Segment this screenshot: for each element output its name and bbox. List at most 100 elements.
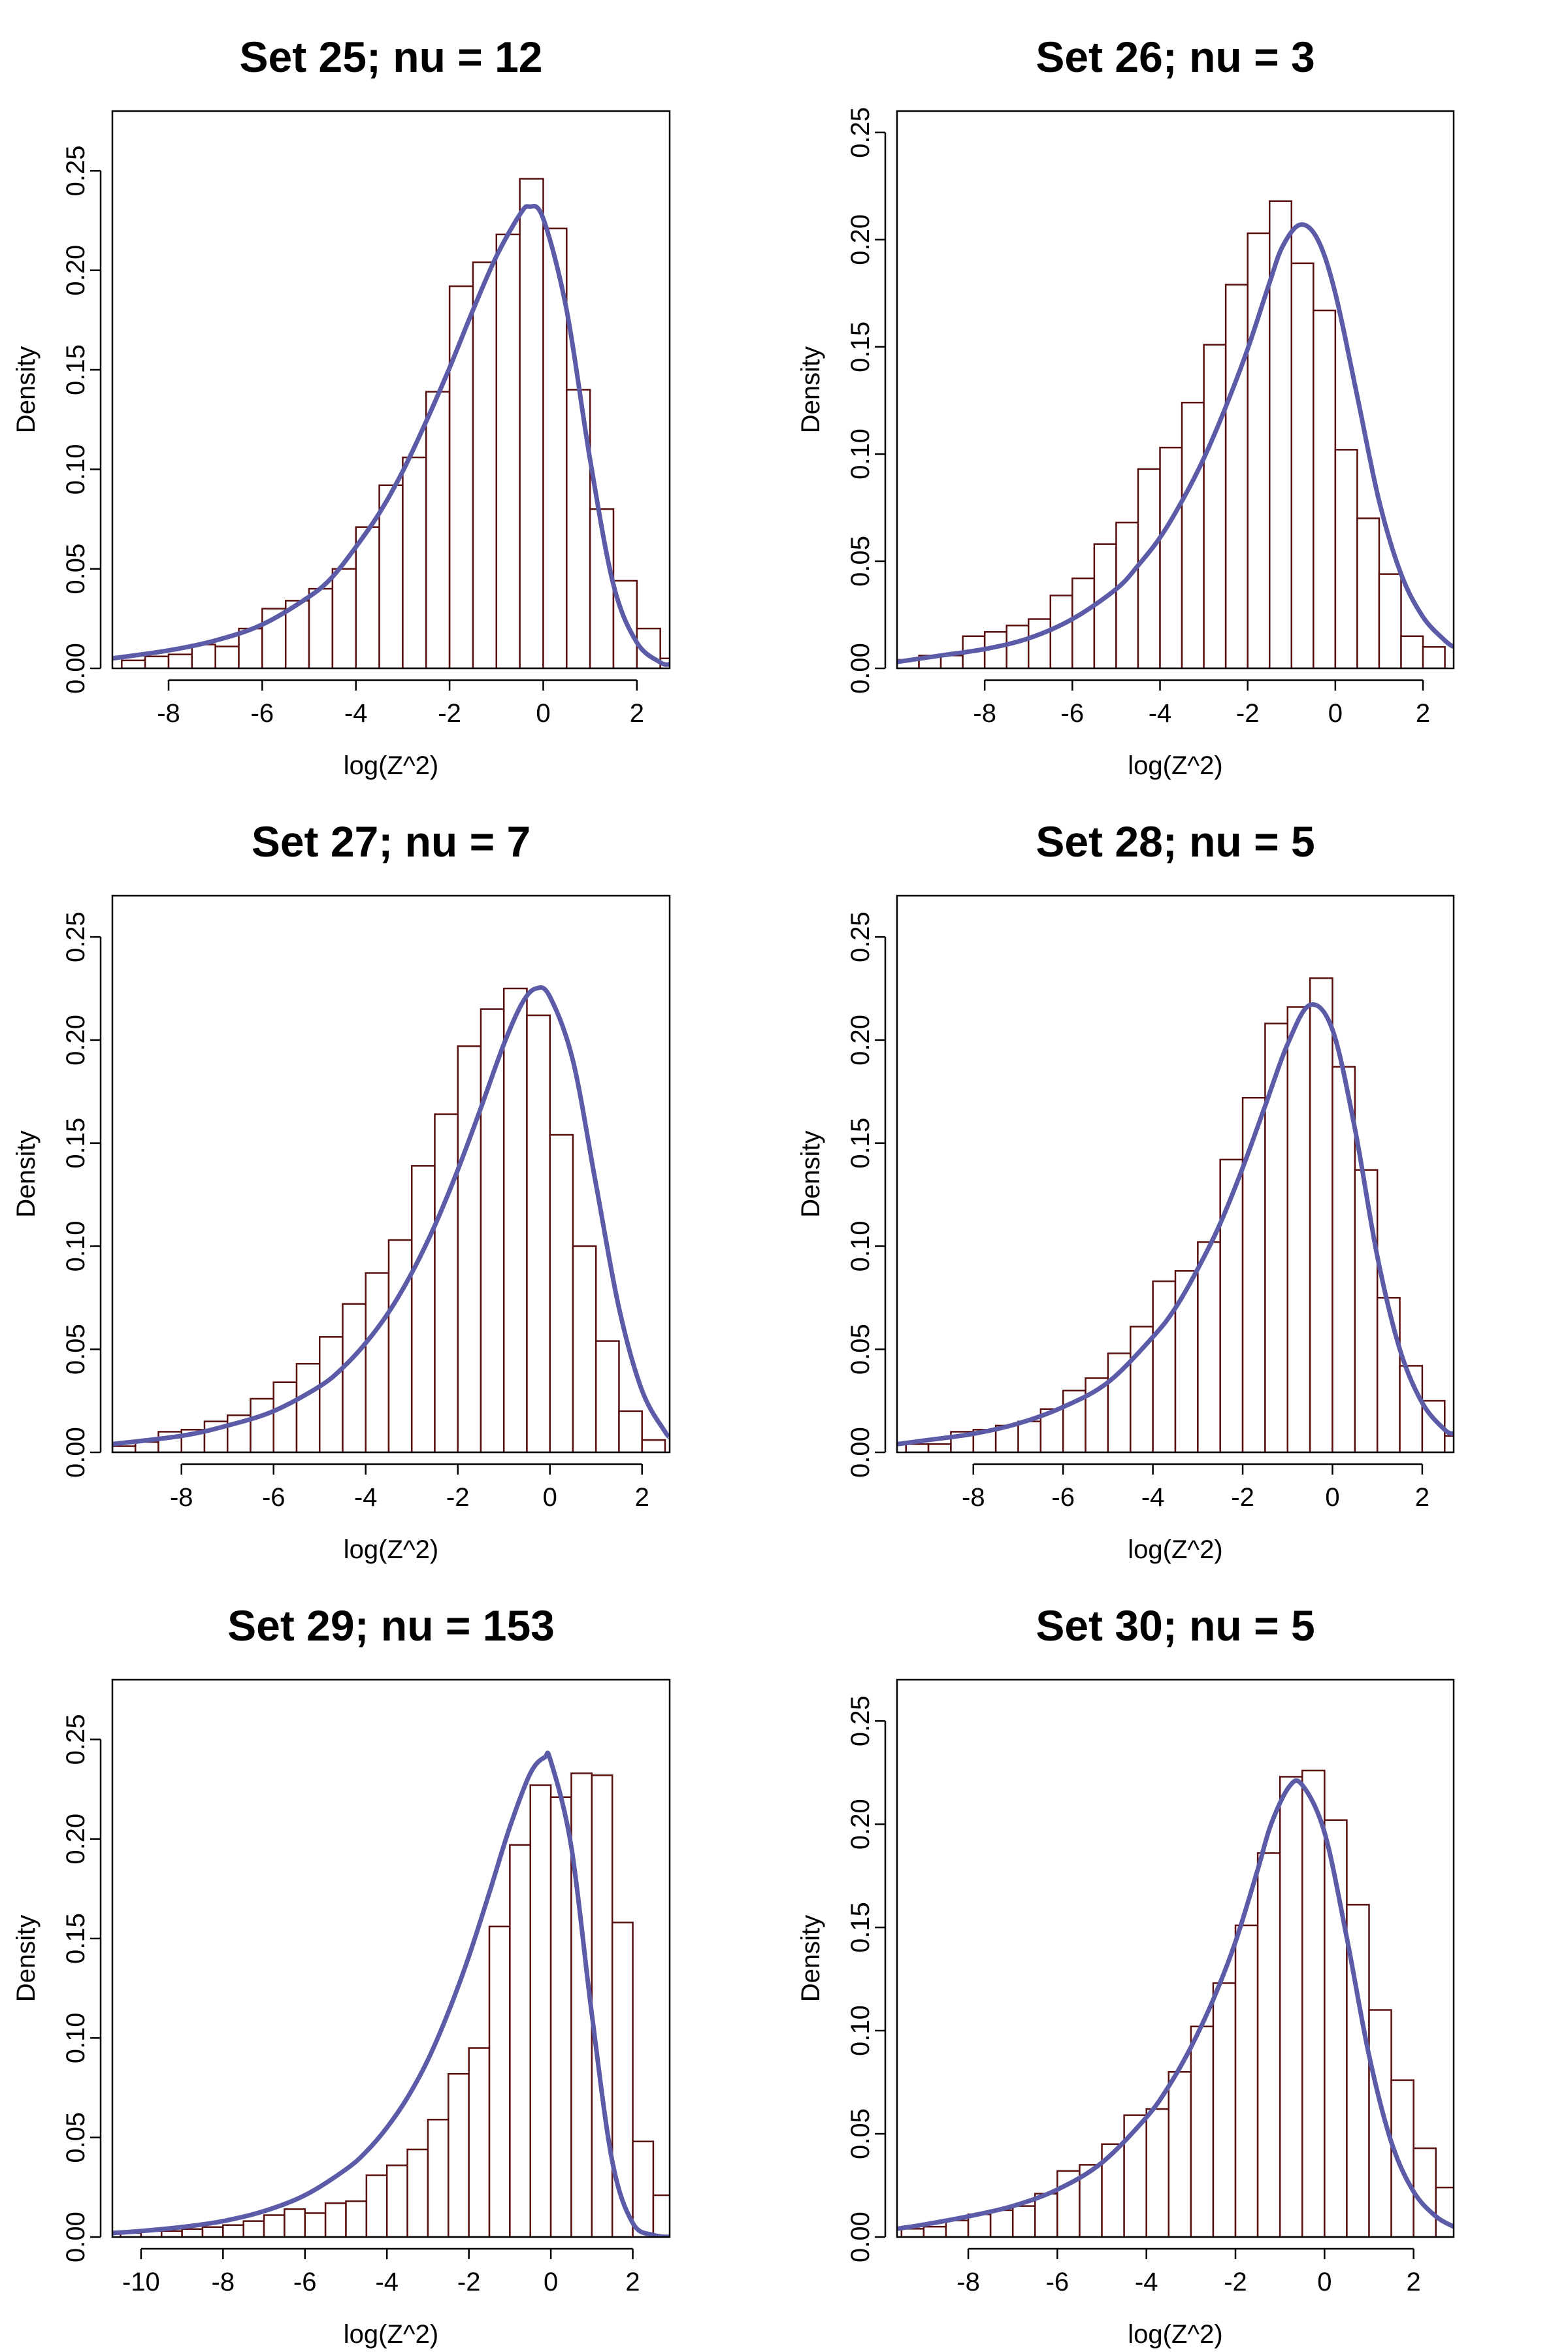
x-axis-label: log(Z^2) — [344, 751, 438, 780]
x-axis-label: log(Z^2) — [1128, 2320, 1222, 2349]
histogram-bar — [509, 1844, 532, 2237]
histogram-bar — [526, 1014, 551, 1452]
histogram-bar — [1115, 521, 1139, 668]
y-tick-label: 0.05 — [61, 2112, 90, 2163]
histogram-bar — [1256, 1852, 1281, 2237]
histogram-bar — [272, 1381, 298, 1452]
histogram-bar — [1049, 595, 1073, 668]
histogram-bar — [1268, 200, 1293, 668]
histogram-bar — [308, 587, 334, 668]
y-tick-label: 0.00 — [61, 1427, 90, 1478]
histogram-bar — [495, 233, 521, 668]
density-curve — [112, 204, 670, 667]
y-axis-label: Density — [12, 346, 41, 433]
histogram-bar — [434, 1113, 459, 1452]
y-axis-label: Density — [12, 1130, 41, 1217]
x-tick-label: 2 — [1416, 699, 1430, 728]
y-tick-label: 0.10 — [61, 1221, 90, 1272]
histogram-bar — [410, 1165, 436, 1452]
histogram-bar — [519, 178, 544, 668]
histogram-bar — [304, 2212, 327, 2237]
x-axis-label: log(Z^2) — [1128, 751, 1222, 780]
histogram-bar — [448, 285, 474, 668]
y-tick-label: 0.15 — [61, 1913, 90, 1964]
histogram-bar — [611, 1921, 634, 2237]
panel-3: -8 -6 -4 -2 0 2 0.00 0.05 0.10 0.15 0.20 0.25 log(Z^… — [12, 817, 671, 1564]
histogram-bar — [591, 1774, 613, 2237]
histogram-bar — [488, 1925, 511, 2237]
y-tick-label: 0.15 — [61, 344, 90, 395]
x-tick-label: 2 — [1415, 1483, 1429, 1512]
histogram-bar — [1137, 468, 1161, 668]
x-tick-label: -8 — [962, 1483, 985, 1512]
x-tick-label: -4 — [1135, 2268, 1158, 2296]
histogram-bar — [1422, 645, 1446, 668]
x-tick-label: -6 — [1051, 1483, 1075, 1512]
histogram-bar — [1152, 1280, 1177, 1452]
chart-title: Set 29; nu = 153 — [227, 1601, 555, 1650]
y-tick-label: 0.20 — [846, 1799, 875, 1850]
histogram-bar — [1331, 1066, 1356, 1452]
histogram-bar — [1011, 2205, 1036, 2237]
histogram-bar — [549, 1134, 574, 1452]
histogram-bar — [1286, 1006, 1311, 1452]
histogram-bar — [295, 1363, 321, 1452]
x-tick-label: -6 — [293, 2268, 317, 2296]
histogram-bar — [121, 659, 146, 668]
histogram-bar — [134, 1441, 159, 1452]
x-tick-label: -8 — [212, 2268, 235, 2296]
histogram-bar — [529, 1784, 552, 2237]
histogram-bar — [1376, 1297, 1401, 1452]
x-tick-label: -6 — [251, 699, 274, 728]
y-tick-label: 0.20 — [61, 1814, 90, 1865]
chart-title: Set 30; nu = 5 — [1036, 1601, 1315, 1650]
y-tick-label: 0.20 — [61, 245, 90, 296]
histogram-bar — [1247, 232, 1271, 668]
x-tick-label: -8 — [956, 2268, 980, 2296]
y-tick-label: 0.05 — [61, 1324, 90, 1375]
panel-6: -8 -6 -4 -2 0 2 0.00 0.05 0.10 0.15 0.20 0.25 log(Z^… — [796, 1601, 1455, 2349]
x-axis-label: log(Z^2) — [344, 1535, 438, 1564]
plot-frame — [111, 894, 671, 1454]
histogram-bar — [342, 1303, 367, 1452]
histogram-bar — [1234, 1924, 1259, 2237]
x-tick-label: -2 — [1224, 2268, 1247, 2296]
y-tick-label: 0.25 — [846, 911, 875, 962]
x-tick-label: 0 — [536, 699, 550, 728]
plot-frame — [896, 110, 1455, 670]
y-tick-label: 0.15 — [846, 321, 875, 372]
histogram-bar — [1378, 573, 1402, 668]
histogram-bar — [1290, 262, 1315, 668]
x-tick-label: -8 — [157, 699, 180, 728]
histogram-bar — [652, 2194, 670, 2237]
histogram-bar — [1107, 1352, 1132, 1452]
density-curve — [112, 985, 670, 1446]
histogram-bar — [1313, 309, 1337, 668]
histogram-bar — [905, 1443, 930, 1452]
chart-title: Set 25; nu = 12 — [239, 33, 542, 81]
x-tick-label: -4 — [344, 699, 368, 728]
y-tick-label: 0.25 — [846, 1695, 875, 1746]
y-axis-label: Density — [796, 346, 825, 433]
x-tick-label: 0 — [1325, 1483, 1339, 1512]
histogram-bar — [1435, 2186, 1454, 2237]
histogram-bar — [1168, 2071, 1192, 2237]
histogram-bar — [191, 644, 216, 668]
histogram-bar — [242, 2220, 265, 2237]
y-tick-label: 0.10 — [846, 2005, 875, 2056]
histogram-bar — [201, 2226, 224, 2237]
y-tick-label: 0.10 — [846, 1221, 875, 1272]
histogram-bar — [181, 2228, 204, 2237]
histogram-bar — [161, 2230, 183, 2237]
x-tick-label: 2 — [625, 2268, 640, 2296]
histogram-bar — [425, 391, 451, 668]
histogram-bar — [1028, 618, 1052, 668]
density-curve — [897, 1002, 1454, 1446]
y-tick-label: 0.15 — [846, 1118, 875, 1169]
histogram-bar — [1005, 625, 1030, 668]
x-tick-label: -8 — [973, 699, 996, 728]
x-tick-label: 0 — [543, 1483, 557, 1512]
histogram-bar — [1071, 577, 1096, 668]
histogram-bar — [923, 2225, 947, 2237]
